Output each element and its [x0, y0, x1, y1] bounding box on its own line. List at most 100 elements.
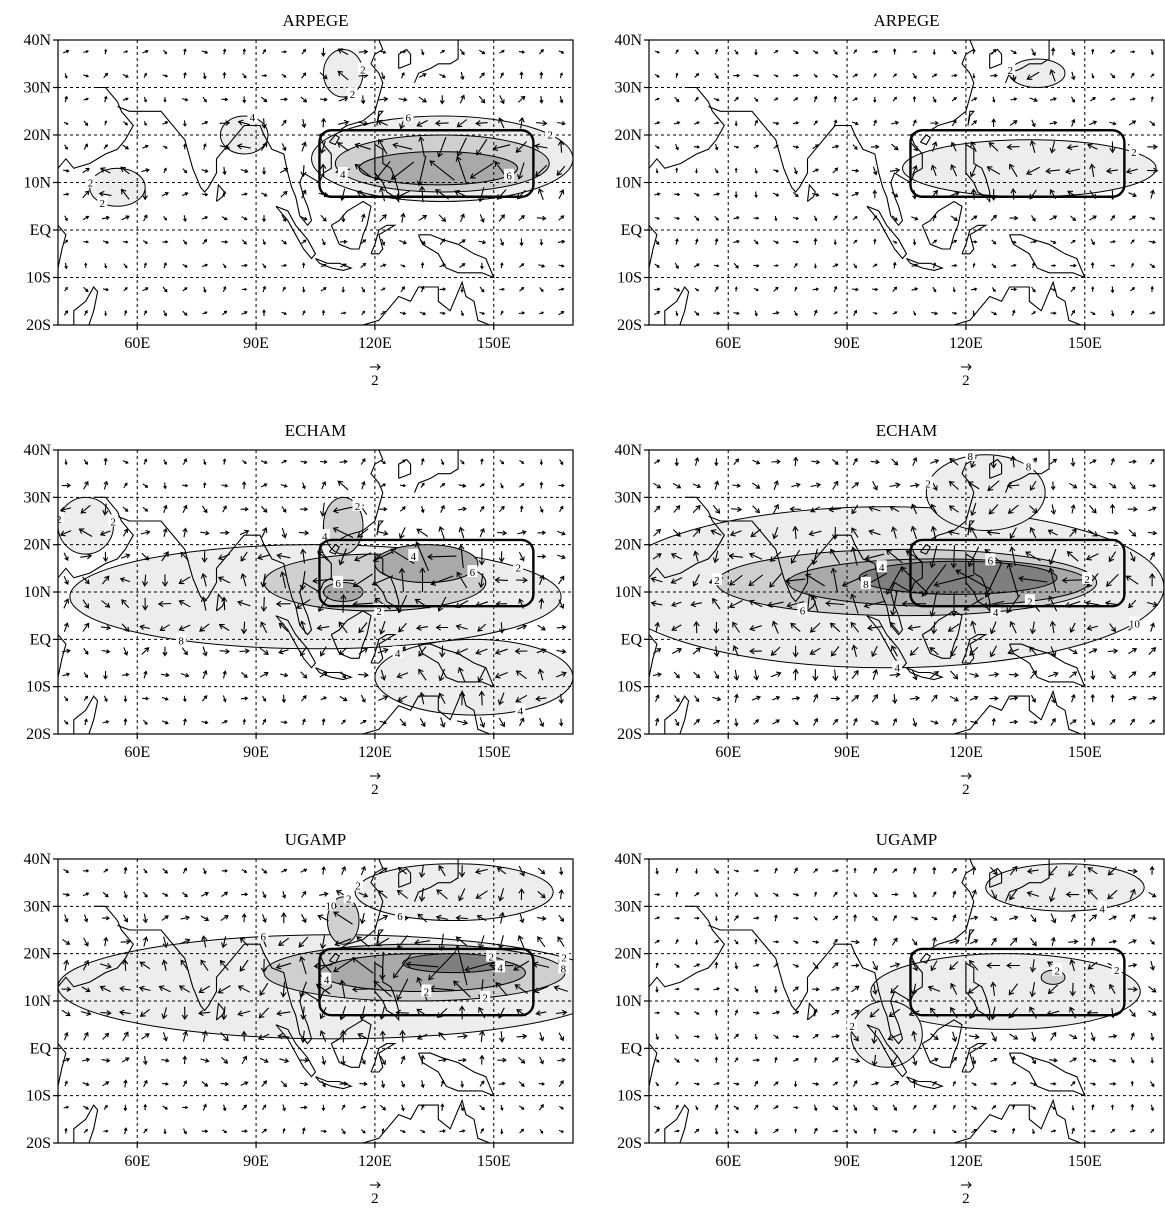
contour-region [986, 864, 1144, 911]
lat-tick-label: 20S [617, 726, 642, 743]
contour-label: 2 [849, 1021, 855, 1033]
reference-vector-arrow [961, 1182, 971, 1188]
map-panel: ARPEGE22244 662240N30N20N10NEQ10S20S60E 90… [23, 11, 573, 389]
contour-label: 6 [397, 911, 403, 923]
contour-label: 2 [88, 178, 94, 190]
panel-title: ARPEGE [873, 11, 939, 30]
lat-tick-label: 10N [614, 584, 642, 601]
lat-tick-label: 40N [23, 32, 51, 49]
contour-label: 2 [355, 880, 361, 892]
contour-region [859, 561, 1057, 594]
contour-label: 4 [411, 551, 417, 563]
panel-title: UGAMP [285, 830, 346, 849]
reference-vector-label: 2 [962, 782, 970, 798]
contour-label: 2 [346, 893, 352, 905]
lat-tick-label: 10S [26, 679, 51, 696]
lat-tick-label: 20S [26, 726, 51, 743]
lon-tick-label: 120E [949, 744, 983, 761]
lat-tick-label: 10S [617, 1088, 642, 1105]
lon-tick-label: 60E [715, 744, 741, 761]
lat-tick-label: 40N [23, 851, 51, 868]
reference-vector-label: 2 [371, 782, 379, 798]
contour-label: 2 [1008, 65, 1014, 77]
contour-label: 8 [968, 451, 974, 463]
lon-tick-label: 60E [124, 744, 150, 761]
contour-label: 4 [879, 562, 885, 574]
contour-label: 2 [360, 65, 366, 77]
lat-tick-label: 20N [23, 537, 51, 554]
lon-tick-label: 120E [358, 744, 392, 761]
lat-tick-label: 10S [617, 270, 642, 287]
contour-label: 4 [894, 663, 900, 675]
reference-vector-arrow [370, 1182, 380, 1188]
contour-label: 4 [1099, 903, 1105, 915]
reference-vector-arrow [370, 773, 380, 779]
lon-tick-label: 150E [1068, 335, 1102, 352]
reference-vector-arrow [961, 773, 971, 779]
panel-title: ARPEGE [282, 11, 348, 30]
contour-label: 2 [515, 562, 521, 574]
contour-label: 2 [1054, 966, 1060, 978]
contour-label: 2 [925, 479, 931, 491]
map-panel: UGAMP224240N30N20N10NEQ10S20S60E 90E 120E 1… [614, 830, 1164, 1207]
lat-tick-label: 20S [26, 317, 51, 334]
reference-vector-label: 2 [962, 373, 970, 389]
contour-label: 6 [335, 578, 341, 590]
lon-tick-label: 150E [1068, 1153, 1102, 1170]
contour-label: 2 [350, 89, 356, 101]
lon-tick-label: 90E [834, 335, 860, 352]
lat-tick-label: 20N [23, 127, 51, 144]
lon-tick-label: 90E [834, 1153, 860, 1170]
contour-label: 4 [324, 975, 330, 987]
contour-label: 10 [326, 900, 338, 912]
lon-tick-label: 120E [358, 1153, 392, 1170]
contour-label: 2 [1131, 147, 1137, 159]
map-panel: UGAMP222244668102240N30N20N10NEQ10S20S60… [23, 830, 612, 1207]
contour-label: 2 [355, 501, 361, 513]
contour-label: 2 [424, 987, 430, 999]
lat-tick-label: 10N [23, 175, 51, 192]
lat-tick-label: 30N [614, 80, 642, 97]
lon-tick-label: 60E [124, 1153, 150, 1170]
panel-title: ECHAM [876, 421, 937, 440]
contour-label: 4 [993, 607, 999, 619]
lat-tick-label: 20N [23, 946, 51, 963]
lon-tick-label: 120E [358, 335, 392, 352]
lat-tick-label: 40N [23, 442, 51, 459]
contour-label: 2 [1113, 537, 1119, 549]
contour-label: 6 [470, 567, 476, 579]
lat-tick-label: 10N [614, 175, 642, 192]
lat-tick-label: 20S [617, 1135, 642, 1152]
map-panel: ARPEGE2240N30N20N10NEQ10S20S60E 90E 120E 15… [614, 11, 1164, 389]
lat-tick-label: EQ [30, 1040, 52, 1057]
lat-tick-label: 10S [26, 1088, 51, 1105]
contour-label: 2 [110, 516, 116, 528]
contour-label: 10 [1129, 618, 1141, 630]
lon-tick-label: 60E [124, 335, 150, 352]
lat-tick-label: 10N [23, 584, 51, 601]
lat-tick-label: 10N [614, 993, 642, 1010]
contour-region [903, 140, 1157, 197]
contour-label: 8 [863, 579, 869, 591]
lat-tick-label: 20S [617, 317, 642, 334]
lat-tick-label: EQ [30, 631, 52, 648]
contour-label: 4 [395, 648, 401, 660]
contour-label: 4 [497, 962, 503, 974]
lat-tick-label: 20S [26, 1135, 51, 1152]
map-area: 2242 [649, 859, 1164, 1167]
contour-label: 2 [56, 514, 62, 526]
reference-vector-arrow [370, 364, 380, 370]
map-area: 22 [649, 40, 1164, 349]
contour-label: 8 [561, 963, 567, 975]
contour-region [58, 497, 113, 554]
contour-label: 2 [488, 952, 494, 964]
reference-vector-label: 2 [371, 373, 379, 389]
lon-tick-label: 120E [949, 335, 983, 352]
lon-tick-label: 90E [243, 744, 269, 761]
lon-tick-label: 150E [477, 335, 511, 352]
contour-label: 2 [100, 198, 106, 210]
contour-label: 8 [1026, 461, 1032, 473]
lat-tick-label: EQ [621, 1040, 643, 1057]
contour-label: 4 [340, 169, 346, 181]
lon-tick-label: 150E [477, 744, 511, 761]
